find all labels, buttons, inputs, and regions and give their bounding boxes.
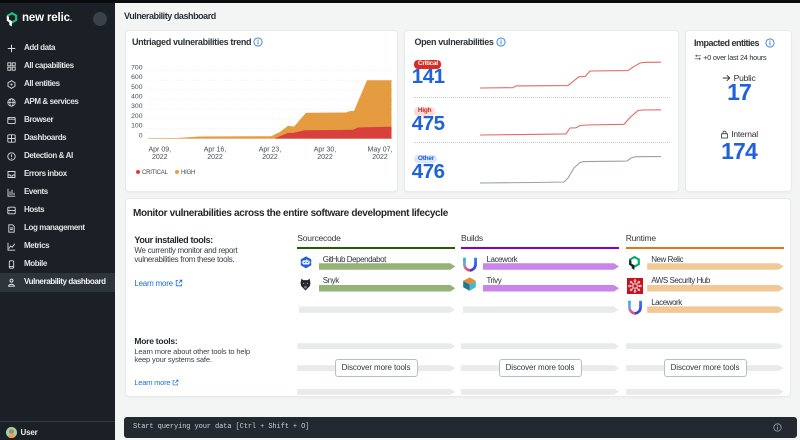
svg-text:600: 600: [131, 74, 143, 81]
svg-text:300: 300: [131, 103, 143, 110]
svg-text:May 07,: May 07,: [368, 147, 393, 154]
svg-text:400: 400: [131, 94, 143, 101]
svg-text:Apr 16,: Apr 16,: [204, 147, 227, 154]
svg-text:Apr 30,: Apr 30,: [314, 147, 337, 154]
svg-text:100: 100: [131, 123, 143, 130]
svg-text:Apr 09,: Apr 09,: [149, 147, 172, 154]
svg-text:Apr 23,: Apr 23,: [259, 147, 282, 154]
svg-text:2022: 2022: [152, 154, 168, 161]
svg-text:500: 500: [131, 84, 143, 91]
svg-text:2022: 2022: [372, 154, 388, 161]
svg-text:0: 0: [139, 132, 143, 139]
svg-text:700: 700: [131, 64, 143, 71]
svg-text:2022: 2022: [262, 154, 278, 161]
svg-text:2022: 2022: [317, 154, 333, 161]
svg-text:2022: 2022: [207, 154, 223, 161]
svg-text:200: 200: [131, 113, 143, 120]
